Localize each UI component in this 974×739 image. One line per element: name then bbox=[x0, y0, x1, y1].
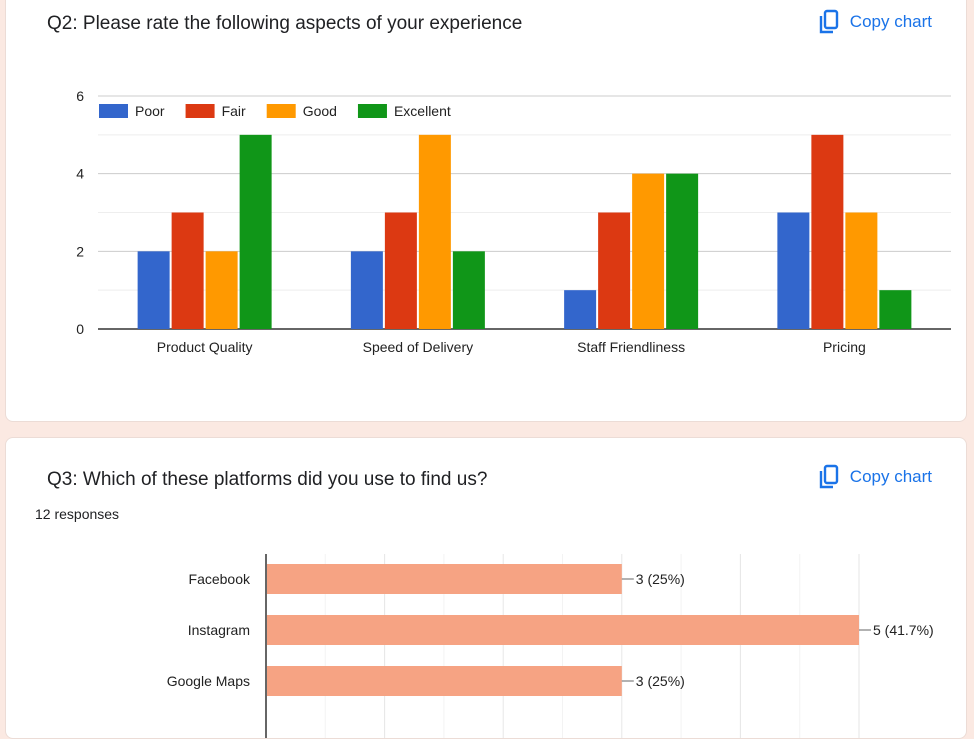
legend-label: Excellent bbox=[394, 103, 451, 119]
bar-excellent bbox=[879, 290, 912, 329]
y-tick-label: 6 bbox=[76, 88, 84, 104]
bar-excellent bbox=[452, 251, 485, 329]
x-tick-label: Staff Friendliness bbox=[577, 339, 685, 355]
q3-title: Q3: Which of these platforms did you use… bbox=[47, 469, 488, 490]
bar-good bbox=[418, 134, 451, 329]
bar bbox=[267, 666, 622, 696]
bar-fair bbox=[384, 212, 417, 329]
bar-good bbox=[632, 173, 665, 329]
data-label: 3 (25%) bbox=[636, 571, 685, 587]
bar-fair bbox=[171, 212, 204, 329]
bar-good bbox=[845, 212, 878, 329]
q2-title: Q2: Please rate the following aspects of… bbox=[47, 13, 523, 34]
q2-copy-chart-button[interactable]: Copy chart bbox=[818, 9, 932, 35]
x-tick-label: Product Quality bbox=[157, 339, 253, 355]
bar-excellent bbox=[239, 134, 272, 329]
data-label: 5 (41.7%) bbox=[873, 622, 934, 638]
bar bbox=[267, 615, 859, 645]
q3-card: Q3: Which of these platforms did you use… bbox=[5, 437, 967, 739]
legend-swatch bbox=[266, 104, 296, 118]
bar-poor bbox=[777, 212, 810, 329]
copy-chart-label: Copy chart bbox=[849, 467, 932, 486]
bar-fair bbox=[811, 134, 844, 329]
x-tick-label: Pricing bbox=[823, 339, 866, 355]
y-tick-label: 4 bbox=[76, 166, 84, 182]
bar-fair bbox=[598, 212, 631, 329]
legend-label: Good bbox=[303, 103, 337, 119]
q2-bar-chart: 0 2 4 6 Product Quality Speed of Delivery Staf… bbox=[76, 88, 951, 355]
copy-chart-label: Copy chart bbox=[849, 12, 932, 31]
legend-swatch bbox=[99, 104, 128, 118]
q2-card: Q2: Please rate the following aspects of… bbox=[5, 0, 967, 422]
q3-copy-chart-button[interactable]: Copy chart bbox=[818, 464, 932, 490]
legend-swatch bbox=[357, 104, 387, 118]
y-tick-label: 0 bbox=[76, 321, 84, 337]
bar-poor bbox=[137, 251, 170, 329]
bar-poor bbox=[350, 251, 383, 329]
copy-icon bbox=[819, 9, 838, 34]
y-category-label: Facebook bbox=[189, 571, 251, 587]
legend-label: Poor bbox=[135, 103, 165, 119]
y-category-label: Instagram bbox=[188, 622, 250, 638]
legend-label: Fair bbox=[222, 103, 246, 119]
bar-poor bbox=[564, 290, 597, 329]
bar-excellent bbox=[666, 173, 699, 329]
y-tick-label: 2 bbox=[76, 243, 84, 259]
copy-icon bbox=[819, 464, 838, 489]
bar bbox=[267, 564, 622, 594]
q3-bar-chart: Facebook 3 (25%) Instagram 5 (41.7%) Google … bbox=[167, 554, 934, 738]
legend-swatch bbox=[185, 104, 215, 118]
data-label: 3 (25%) bbox=[636, 673, 685, 689]
response-count: 12 responses bbox=[35, 506, 120, 522]
y-category-label: Google Maps bbox=[167, 673, 250, 689]
x-tick-label: Speed of Delivery bbox=[363, 339, 474, 355]
bar-good bbox=[205, 251, 238, 329]
